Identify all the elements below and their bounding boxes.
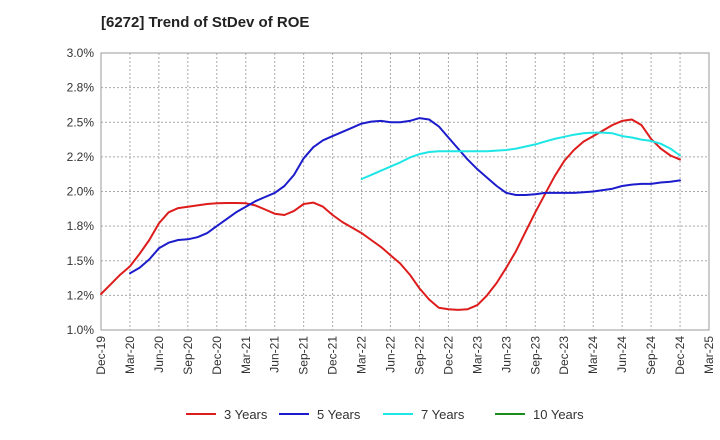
x-tick-label: Jun-20 [152, 336, 166, 373]
y-tick-label: 3.0% [67, 46, 95, 60]
x-tick-label: Mar-22 [355, 336, 369, 374]
legend-label-10-years: 10 Years [533, 407, 584, 422]
y-tick-label: 2.0% [67, 185, 95, 199]
x-tick-label: Dec-24 [673, 336, 687, 375]
series-layer [100, 117, 681, 311]
legend-label-3-years: 3 Years [224, 407, 268, 422]
y-tick-label: 1.8% [67, 219, 95, 233]
x-tick-label: Jun-24 [615, 336, 629, 373]
y-tick-label: 1.5% [67, 254, 95, 268]
x-tick-label: Jun-22 [384, 336, 398, 373]
x-tick-label: Dec-20 [210, 336, 224, 375]
x-axis: Dec-19 Mar-20 Jun-20 Sep-20 Dec-20 Mar-21 Jun-… [94, 336, 716, 375]
x-tick-label: Sep-24 [644, 336, 658, 375]
legend-label-5-years: 5 Years [317, 407, 361, 422]
series-line-5-years [129, 117, 681, 275]
x-tick-label: Mar-25 [702, 336, 716, 374]
x-tick-label: Sep-23 [528, 336, 542, 375]
x-tick-label: Dec-21 [326, 336, 340, 375]
legend: 3 Years 5 Years 7 Years 10 Years [186, 407, 584, 422]
grid [101, 53, 709, 330]
x-tick-label: Mar-24 [586, 336, 600, 374]
x-tick-label: Dec-22 [441, 336, 455, 375]
chart-title: [6272] Trend of StDev of ROE [101, 14, 310, 31]
y-tick-label: 2.5% [67, 115, 95, 129]
y-tick-label: 2.2% [67, 150, 95, 164]
plot-frame [100, 52, 710, 331]
y-tick-label: 1.2% [67, 288, 95, 302]
y-axis: 1.0% 1.2% 1.5% 1.8% 2.0% 2.2% 2.5% 2.8% 3.0% [67, 46, 95, 337]
x-tick-label: Sep-21 [297, 336, 311, 375]
y-tick-label: 2.8% [67, 81, 95, 95]
x-tick-label: Jun-21 [268, 336, 282, 373]
y-tick-label: 1.0% [67, 323, 95, 337]
x-tick-label: Jun-23 [499, 336, 513, 373]
series-line-7-years [360, 131, 681, 180]
x-tick-label: Mar-21 [239, 336, 253, 374]
x-tick-label: Mar-20 [123, 336, 137, 374]
series-line-3-years [100, 118, 681, 311]
x-tick-label: Mar-23 [470, 336, 484, 374]
x-tick-label: Sep-20 [181, 336, 195, 375]
x-tick-label: Dec-19 [94, 336, 108, 375]
legend-label-7-years: 7 Years [421, 407, 465, 422]
x-tick-label: Dec-23 [557, 336, 571, 375]
x-tick-label: Sep-22 [412, 336, 426, 375]
